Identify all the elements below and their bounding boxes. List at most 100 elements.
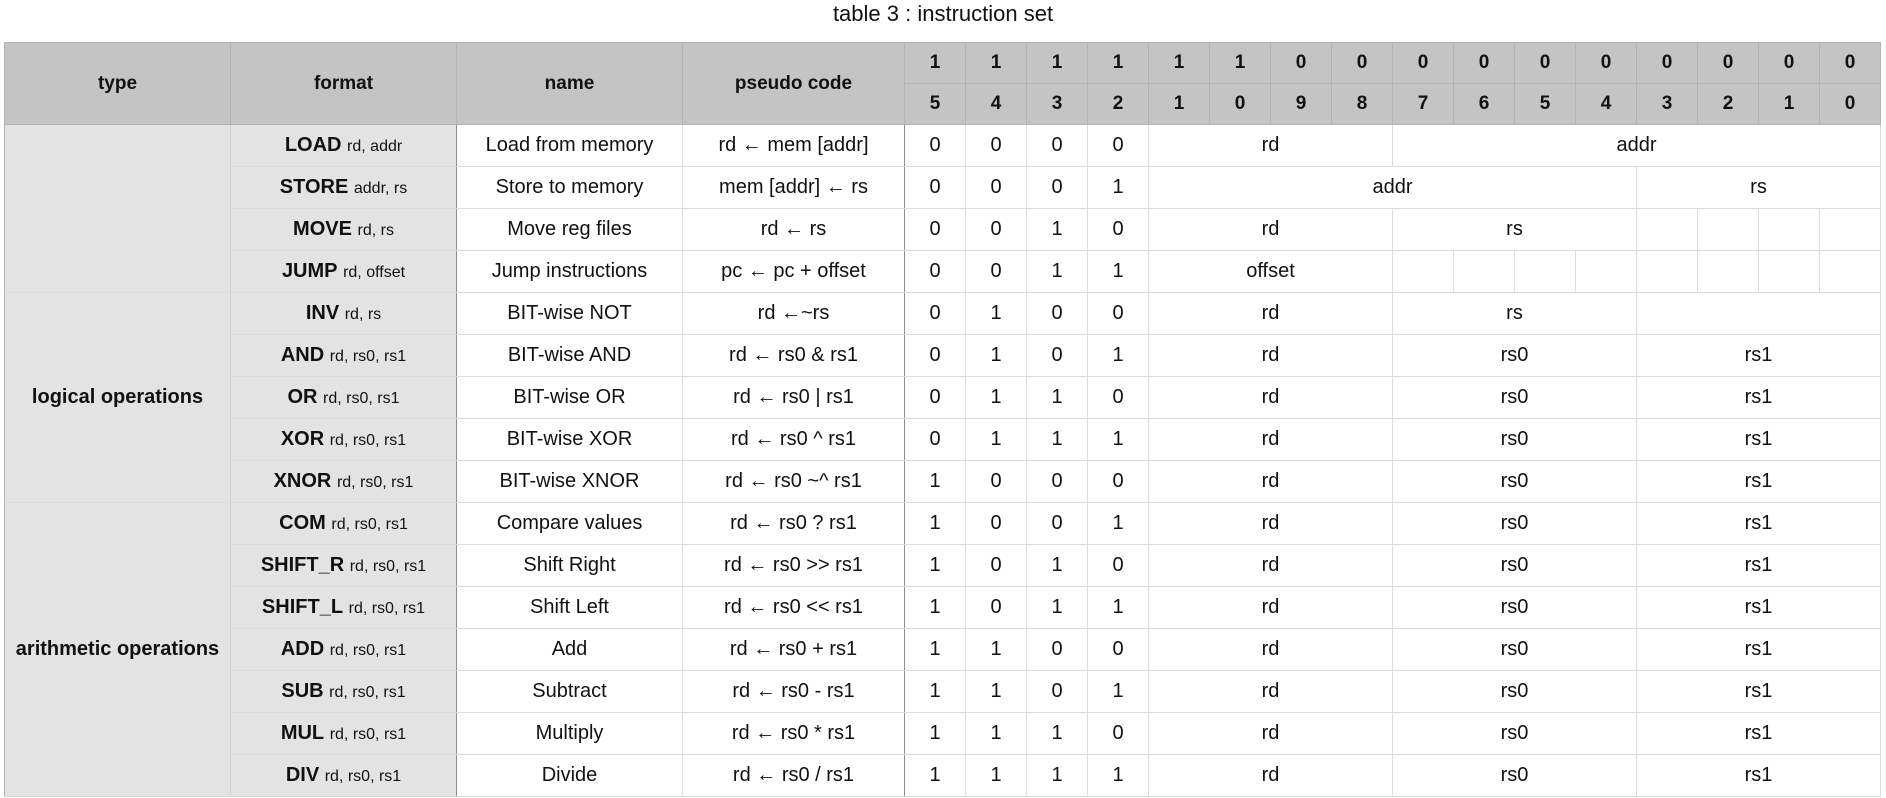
table-row: XOR rd, rs0, rs1 BIT-wise XOR rd ← rs0 ^… [5, 418, 1881, 461]
operands: rd, rs0, rs1 [329, 348, 407, 365]
opcode-bit: 0 [904, 208, 966, 251]
pseudo-code: rd ← rs0 >> rs1 [682, 544, 905, 587]
opcode-bit: 1 [965, 334, 1027, 377]
opcode-bit: 1 [904, 544, 966, 587]
unused-bit [1697, 208, 1759, 251]
field-rd: rd [1148, 208, 1393, 251]
table-row: OR rd, rs0, rs1 BIT-wise OR rd ← rs0 | r… [5, 376, 1881, 419]
opcode-bit: 0 [1026, 628, 1088, 671]
opcode-bit: 1 [1087, 670, 1149, 713]
pseudo-code: mem [addr] ← rs [682, 166, 905, 209]
field-rd: rd [1148, 376, 1393, 419]
opcode-bit: 0 [1026, 460, 1088, 503]
operands: rd, rs [357, 222, 394, 239]
operands: rd, rs0, rs1 [329, 642, 407, 659]
mnemonic: XNOR [273, 470, 332, 492]
opcode-bit: 1 [965, 376, 1027, 419]
operands: rd, rs0, rs1 [329, 726, 407, 743]
table-row: SUB rd, rs0, rs1 Subtract rd ← rs0 - rs1… [5, 670, 1881, 713]
pseudo-code: rd ←~rs [682, 292, 905, 335]
header-bit-ones: 0 [1819, 83, 1881, 125]
field-rs0: rs0 [1392, 460, 1637, 503]
opcode-bit: 0 [1087, 628, 1149, 671]
field-rs0: rs0 [1392, 502, 1637, 545]
header-bit-ones: 5 [1514, 83, 1576, 125]
mnemonic: SUB [281, 680, 324, 702]
operands: rd, rs0, rs1 [329, 432, 407, 449]
opcode-bit: 1 [1087, 502, 1149, 545]
instruction-name: Add [456, 628, 683, 671]
opcode-bit: 0 [965, 166, 1027, 209]
field-rs1: rs1 [1636, 628, 1881, 671]
field-rs0: rs0 [1392, 376, 1637, 419]
format-cell: MOVE rd, rs [230, 208, 457, 251]
opcode-bit: 0 [904, 418, 966, 461]
opcode-bit: 1 [965, 418, 1027, 461]
field-rd: rd [1148, 628, 1393, 671]
header-pseudo-code: pseudo code [682, 42, 905, 125]
header-bit-ones: 8 [1331, 83, 1393, 125]
opcode-bit: 0 [965, 460, 1027, 503]
field-rd: rd [1148, 670, 1393, 713]
opcode-bit: 0 [965, 586, 1027, 629]
opcode-bit: 1 [1026, 754, 1088, 797]
field-rs1: rs1 [1636, 502, 1881, 545]
field-rs1: rs1 [1636, 712, 1881, 755]
format-cell: INV rd, rs [230, 292, 457, 335]
header-bit-ones: 3 [1636, 83, 1698, 125]
unused-bit [1392, 250, 1454, 293]
mnemonic: COM [279, 512, 326, 534]
operands: addr, rs [353, 180, 408, 197]
mnemonic: JUMP [281, 260, 338, 282]
format-cell: SHIFT_L rd, rs0, rs1 [230, 586, 457, 629]
unused-bit [1636, 250, 1698, 293]
mnemonic: MUL [280, 722, 325, 744]
type-group-label: logical operations [4, 292, 231, 503]
opcode-bit: 1 [1087, 754, 1149, 797]
operands: rd, rs0, rs1 [331, 516, 408, 533]
header-bit-ones: 1 [1148, 83, 1210, 125]
instruction-set-table: type format name pseudo code 1 1 1 1 1 1… [4, 42, 1881, 797]
unused-bit [1575, 250, 1637, 293]
table-row: JUMP rd, offset Jump instructions pc ← p… [5, 250, 1881, 293]
opcode-bit: 1 [1087, 334, 1149, 377]
opcode-bit: 0 [1087, 712, 1149, 755]
header-bit-ones: 3 [1026, 83, 1088, 125]
pseudo-code: rd ← mem [addr] [682, 124, 905, 167]
field-rs1: rs1 [1636, 754, 1881, 797]
header-bit-ones: 1 [1758, 83, 1820, 125]
mnemonic: XOR [280, 428, 325, 450]
header-bit-tens: 0 [1636, 42, 1698, 84]
instruction-name: Move reg files [456, 208, 683, 251]
format-cell: JUMP rd, offset [230, 250, 457, 293]
field-rs0: rs0 [1392, 418, 1637, 461]
opcode-bit: 1 [904, 460, 966, 503]
opcode-bit: 1 [904, 586, 966, 629]
header-bit-ones: 7 [1392, 83, 1454, 125]
field-rs0: rs0 [1392, 712, 1637, 755]
field-rs: rs [1636, 166, 1881, 209]
opcode-bit: 0 [965, 250, 1027, 293]
header-bit-tens: 0 [1453, 42, 1515, 84]
opcode-bit: 1 [965, 628, 1027, 671]
opcode-bit: 0 [904, 376, 966, 419]
field-rs1: rs1 [1636, 334, 1881, 377]
table-row: DIV rd, rs0, rs1 Divide rd ← rs0 / rs1 1… [5, 754, 1881, 797]
instruction-name: BIT-wise OR [456, 376, 683, 419]
instruction-name: BIT-wise XOR [456, 418, 683, 461]
mnemonic: ADD [280, 638, 325, 660]
header-name: name [456, 42, 683, 125]
operands: rd, rs0, rs1 [349, 558, 427, 575]
opcode-bit: 0 [904, 124, 966, 167]
instruction-name: BIT-wise XNOR [456, 460, 683, 503]
field-rs0: rs0 [1392, 628, 1637, 671]
format-cell: DIV rd, rs0, rs1 [230, 754, 457, 797]
table-row: arithmetic operations COM rd, rs0, rs1 C… [4, 502, 1881, 797]
table-row: AND rd, rs0, rs1 BIT-wise AND rd ← rs0 &… [5, 334, 1881, 377]
pseudo-code: pc ← pc + offset [682, 250, 905, 293]
instruction-name: Divide [456, 754, 683, 797]
instruction-name: Subtract [456, 670, 683, 713]
format-cell: COM rd, rs0, rs1 [230, 502, 457, 545]
opcode-bit: 0 [1026, 292, 1088, 335]
field-offset: offset [1148, 250, 1393, 293]
